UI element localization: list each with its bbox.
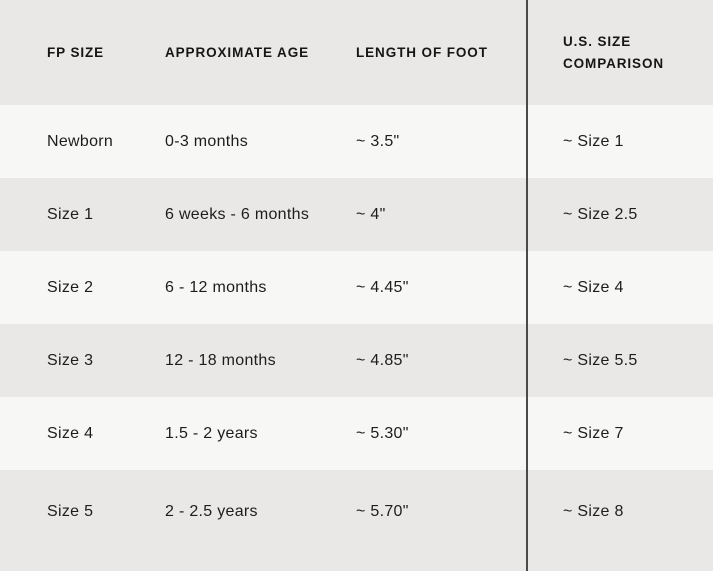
cell-age: 1.5 - 2 years bbox=[165, 424, 258, 442]
cell-fp-size: Newborn bbox=[47, 132, 114, 150]
cell-us-size: ~ Size 2.5 bbox=[563, 205, 638, 223]
cell-foot-length: ~ 5.30" bbox=[356, 424, 409, 442]
cell-foot-length: ~ 3.5" bbox=[356, 132, 400, 150]
cell-age: 0-3 months bbox=[165, 132, 249, 150]
table-header-row: FP SIZE APPROXIMATE AGE LENGTH OF FOOT U… bbox=[0, 0, 713, 105]
header-length-of-foot: LENGTH OF FOOT bbox=[356, 45, 488, 60]
cell-us-size: ~ Size 8 bbox=[563, 502, 624, 520]
cell-age: 12 - 18 months bbox=[165, 351, 276, 369]
cell-us-size: ~ Size 1 bbox=[563, 132, 624, 150]
cell-foot-length: ~ 4" bbox=[356, 205, 386, 223]
cell-fp-size: Size 3 bbox=[47, 351, 94, 369]
cell-us-size: ~ Size 7 bbox=[563, 424, 624, 442]
cell-fp-size: Size 2 bbox=[47, 278, 94, 296]
table-row: Size 3 12 - 18 months ~ 4.85" ~ Size 5.5 bbox=[0, 324, 713, 397]
cell-us-size: ~ Size 4 bbox=[563, 278, 624, 296]
table-row: Newborn 0-3 months ~ 3.5" ~ Size 1 bbox=[0, 105, 713, 178]
cell-foot-length: ~ 5.70" bbox=[356, 502, 409, 520]
cell-foot-length: ~ 4.45" bbox=[356, 278, 409, 296]
cell-age: 2 - 2.5 years bbox=[165, 502, 258, 520]
column-divider bbox=[526, 0, 528, 571]
cell-age: 6 - 12 months bbox=[165, 278, 267, 296]
cell-fp-size: Size 4 bbox=[47, 424, 94, 442]
header-approximate-age: APPROXIMATE AGE bbox=[165, 45, 310, 60]
table-row: Size 2 6 - 12 months ~ 4.45" ~ Size 4 bbox=[0, 251, 713, 324]
cell-fp-size: Size 5 bbox=[47, 502, 94, 520]
cell-us-size: ~ Size 5.5 bbox=[563, 351, 638, 369]
table-row: Size 5 2 - 2.5 years ~ 5.70" ~ Size 8 bbox=[0, 470, 713, 571]
cell-age: 6 weeks - 6 months bbox=[165, 205, 310, 223]
header-us-size-comparison: U.S. SIZE COMPARISON bbox=[563, 33, 665, 71]
header-fp-size: FP SIZE bbox=[47, 45, 105, 60]
table-row: Size 4 1.5 - 2 years ~ 5.30" ~ Size 7 bbox=[0, 397, 713, 470]
cell-foot-length: ~ 4.85" bbox=[356, 351, 409, 369]
table-row: Size 1 6 weeks - 6 months ~ 4" ~ Size 2.… bbox=[0, 178, 713, 251]
cell-fp-size: Size 1 bbox=[47, 205, 94, 223]
